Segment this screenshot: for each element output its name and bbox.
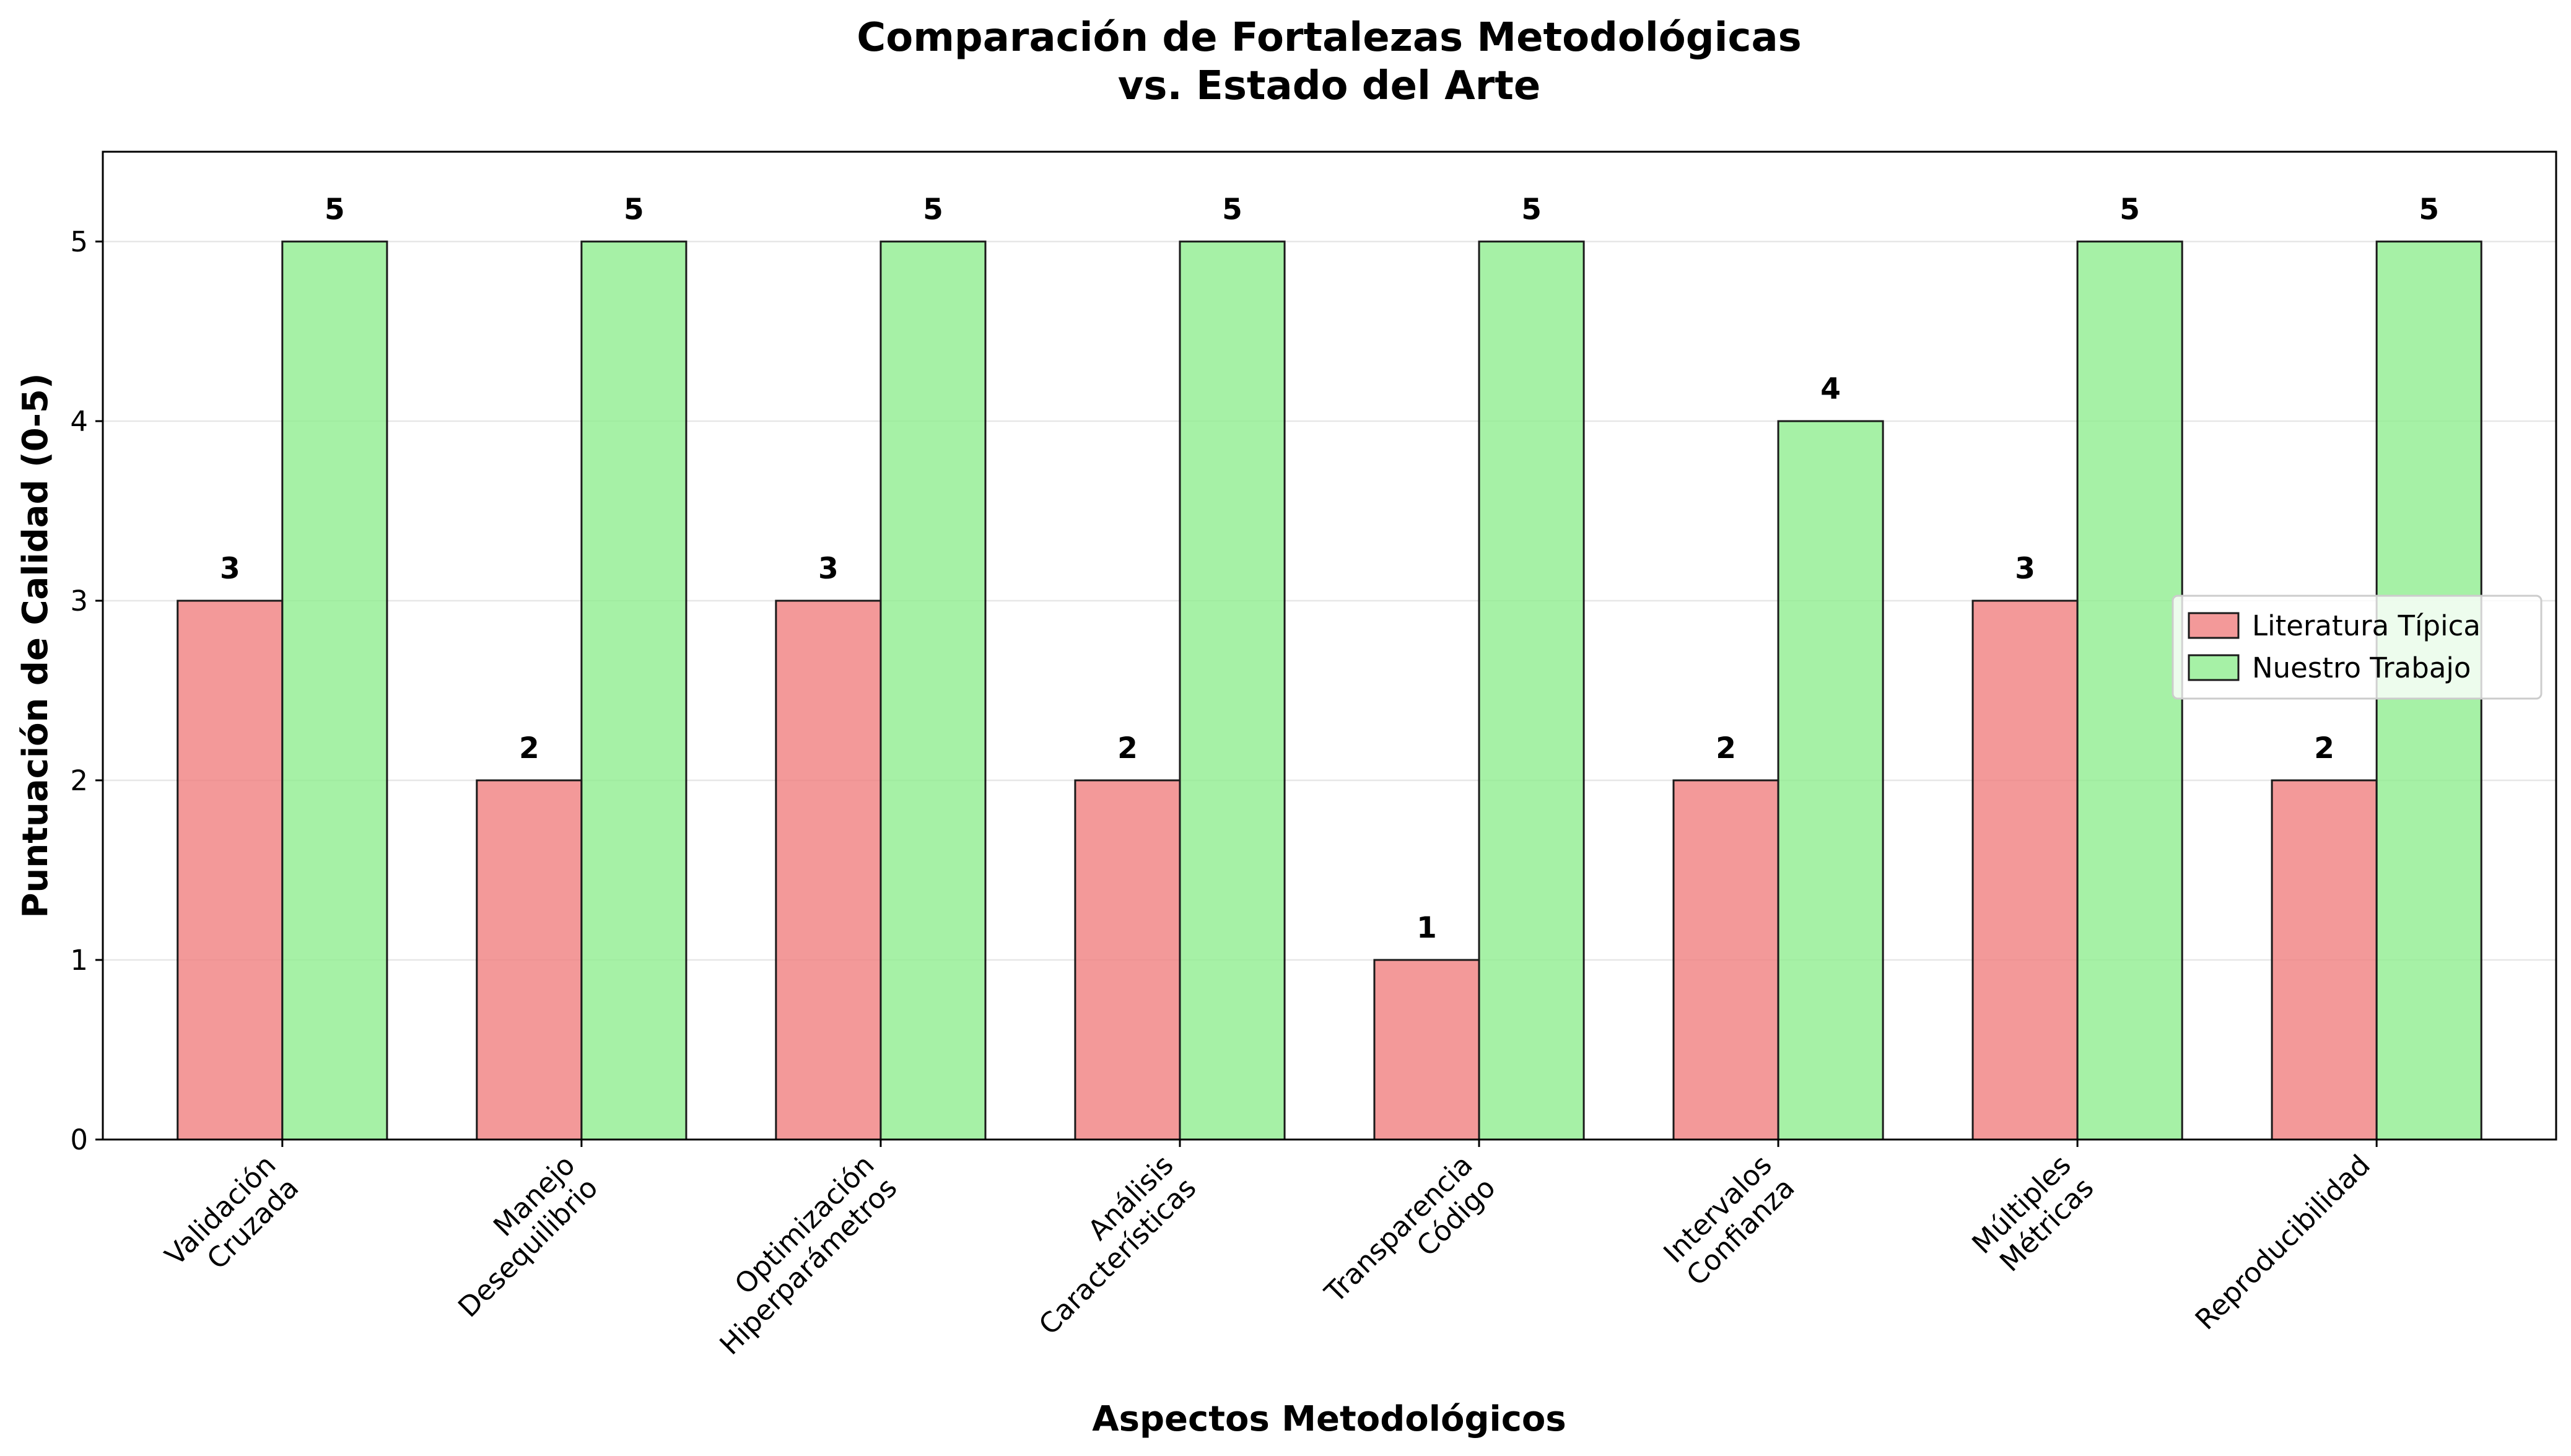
value-label: 5: [1222, 193, 1242, 227]
value-label: 3: [220, 552, 240, 586]
legend-label: Nuestro Trabajo: [2252, 652, 2471, 684]
legend-label: Literatura Típica: [2252, 609, 2481, 642]
value-label: 5: [624, 193, 644, 227]
bar-nuestro-6: [2076, 240, 2183, 1141]
bar-literatura-1: [476, 779, 583, 1141]
value-label: 4: [1820, 372, 1841, 406]
legend-swatch: [2188, 612, 2240, 639]
y-tick-label: 4: [70, 405, 88, 438]
value-label: 2: [1117, 731, 1138, 765]
value-label: 5: [1521, 193, 1542, 227]
y-axis-label: Puntuación de Calidad (0-5): [15, 373, 56, 918]
bar-nuestro-4: [1478, 240, 1585, 1141]
chart-title: Comparación de Fortalezas Metodológicas v…: [857, 15, 1801, 109]
value-labels: 3 2 3 2 1 2 3 2 5 5 5 5 5 4 5 5: [220, 193, 2439, 945]
value-label: 2: [1716, 731, 1736, 765]
bar-literatura-6: [1971, 599, 2079, 1141]
bar-literatura-2: [775, 599, 882, 1141]
bar-nuestro-0: [281, 240, 388, 1141]
legend-box: [2172, 595, 2543, 700]
value-label: 2: [2314, 731, 2334, 765]
bar-literatura-5: [1672, 779, 1779, 1141]
y-tick-label: 3: [70, 585, 88, 617]
value-label: 5: [923, 193, 943, 227]
value-label: 3: [2015, 552, 2035, 586]
y-tick-label: 0: [70, 1123, 88, 1156]
x-axis-label: Aspectos Metodológicos: [1092, 1399, 1566, 1439]
y-tick-label: 2: [70, 764, 88, 797]
bar-literatura-3: [1074, 779, 1181, 1141]
bar-nuestro-5: [1777, 420, 1884, 1141]
bar-nuestro-2: [880, 240, 987, 1141]
value-label: 3: [818, 552, 839, 586]
value-label: 5: [2119, 193, 2140, 227]
bar-literatura-0: [177, 599, 284, 1141]
y-axis: 0 1 2 3 4 5: [70, 225, 103, 1156]
bar-literatura-7: [2271, 779, 2378, 1141]
y-tick-label: 5: [70, 225, 88, 258]
value-label: 1: [1416, 911, 1437, 945]
legend: Literatura Típica Nuestro Trabajo: [2172, 595, 2543, 700]
value-label: 5: [2419, 193, 2439, 227]
plot-area-frame: [102, 150, 2557, 1141]
bar-nuestro-1: [580, 240, 687, 1141]
y-tick-label: 1: [70, 944, 88, 977]
bars: [177, 240, 2482, 1141]
bar-nuestro-3: [1179, 240, 1286, 1141]
bar-literatura-4: [1373, 959, 1480, 1141]
value-label: 2: [519, 731, 539, 765]
value-label: 5: [325, 193, 345, 227]
legend-swatch: [2188, 654, 2240, 681]
